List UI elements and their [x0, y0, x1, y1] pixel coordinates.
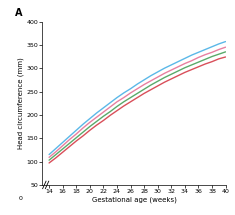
Text: 0: 0 — [18, 196, 22, 201]
Y-axis label: Head circumference (mm): Head circumference (mm) — [17, 57, 24, 149]
X-axis label: Gestational age (weeks): Gestational age (weeks) — [91, 197, 176, 203]
Text: A: A — [15, 8, 22, 18]
